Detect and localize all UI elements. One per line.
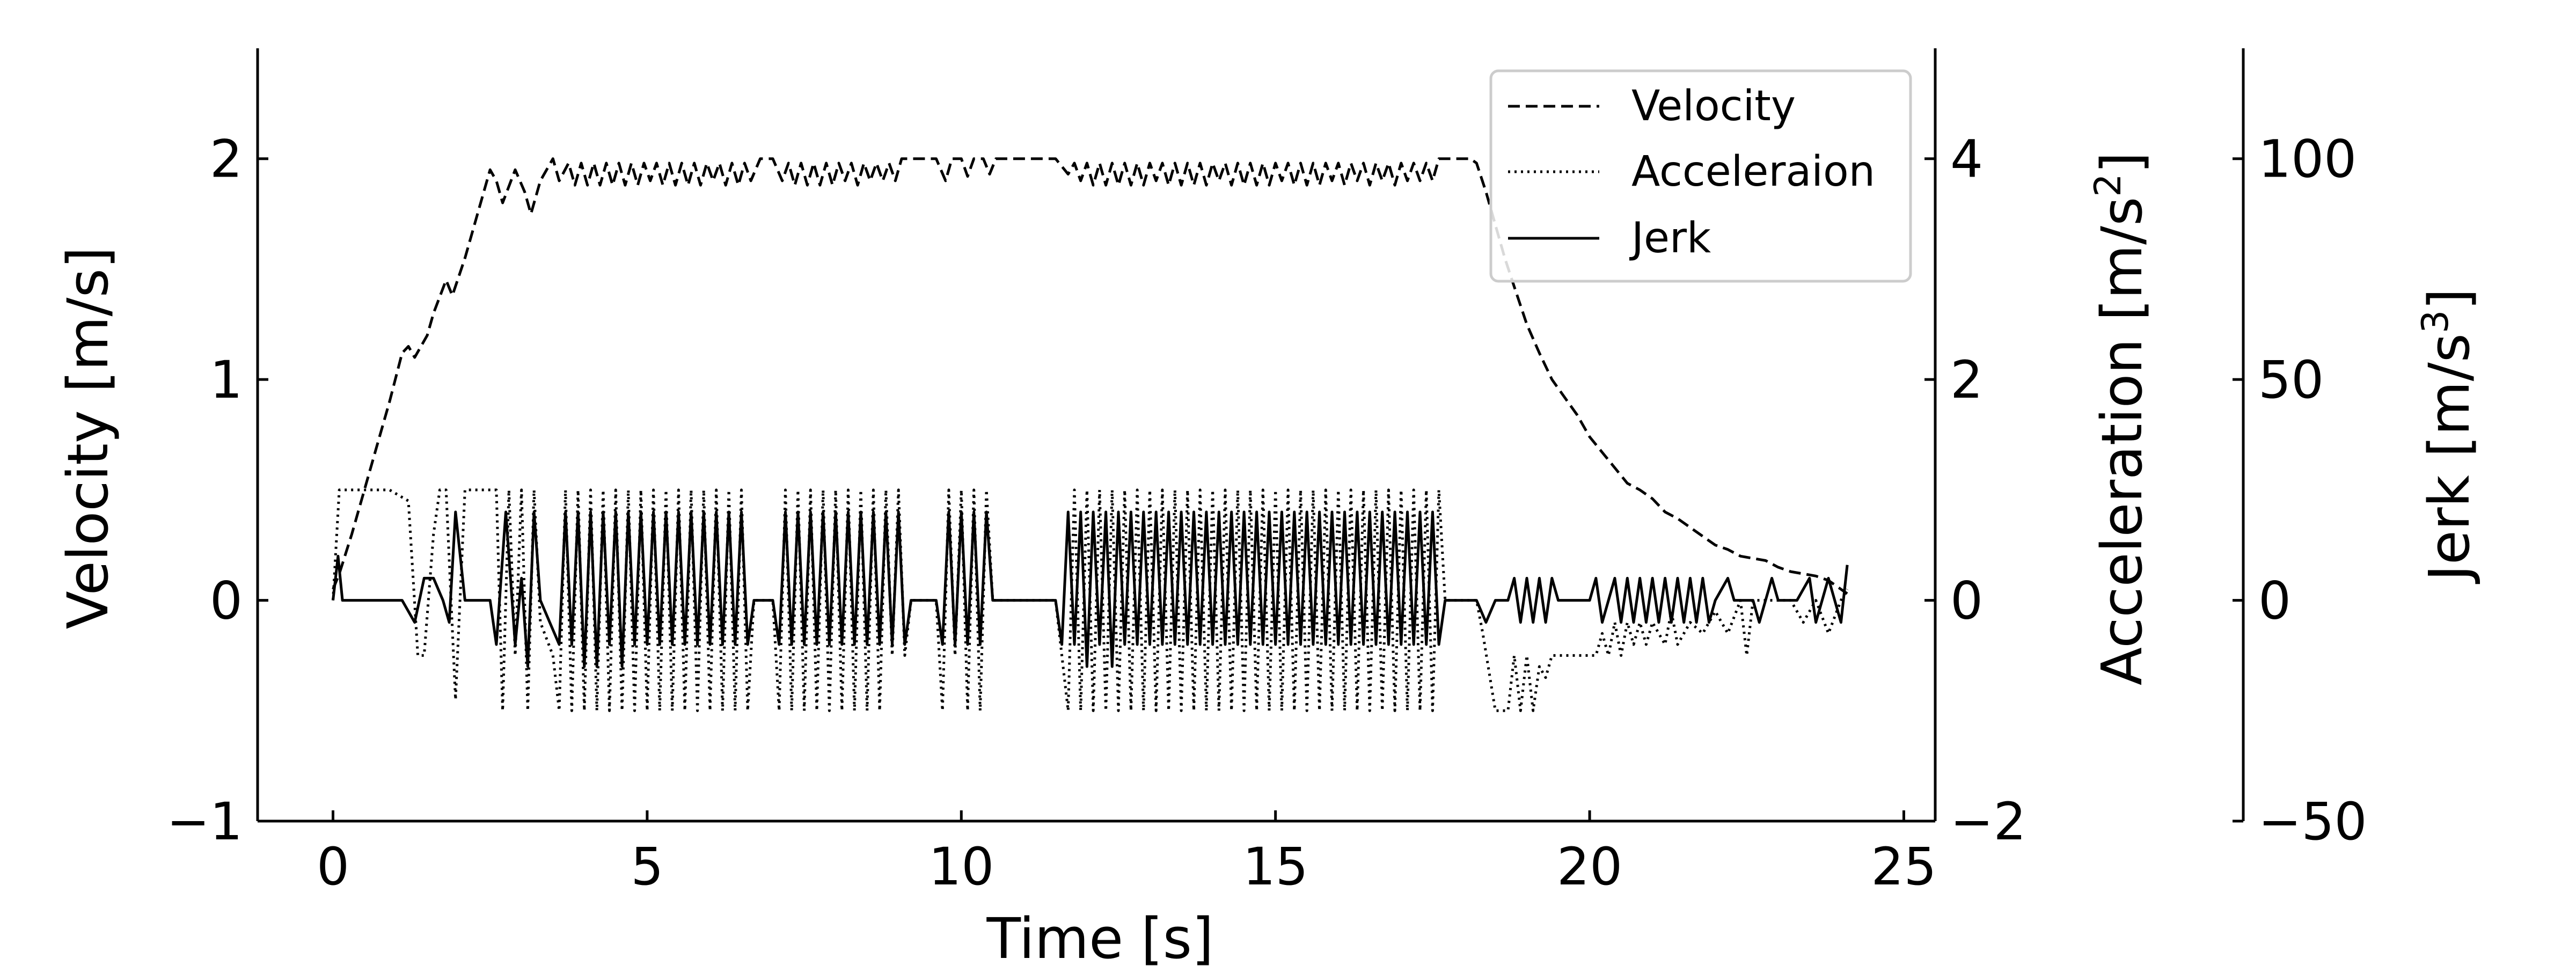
jerk-tick-label: 50 bbox=[2258, 350, 2324, 410]
acceleration-label-sup: 2 bbox=[2087, 173, 2129, 196]
x-tick-label: 25 bbox=[1871, 837, 1936, 897]
velocity-tick-label: −1 bbox=[166, 792, 243, 852]
legend-box bbox=[1489, 69, 1912, 283]
acceleration-label-main: Acceleration [m/s bbox=[2089, 197, 2155, 685]
series-layer bbox=[332, 157, 1849, 712]
legend-label-jerk: Jerk bbox=[1629, 214, 1711, 262]
jerk-label-end: ] bbox=[2417, 288, 2482, 310]
jerk-tick-label: 0 bbox=[2258, 571, 2291, 631]
series-line-velocity bbox=[332, 157, 1848, 595]
x-tick-label: 5 bbox=[631, 837, 663, 897]
velocity-tick-label: 0 bbox=[210, 571, 243, 631]
x-tick-label: 10 bbox=[928, 837, 994, 897]
acceleration-tick-label: −2 bbox=[1950, 792, 2026, 852]
acceleration-tick-label: 4 bbox=[1950, 129, 1983, 189]
x-tick-label: 0 bbox=[317, 837, 349, 897]
series-line-jerk bbox=[332, 510, 1849, 668]
jerk-label-main: Jerk [m/s bbox=[2417, 333, 2482, 584]
velocity-tick-label: 1 bbox=[210, 350, 243, 410]
axes-layer: 0 5 10 15 20 25 −1 0 1 2 −2 0 2 4 −50 0 50 100 bbox=[166, 48, 2367, 897]
jerk-tick-label: 100 bbox=[2258, 129, 2357, 189]
acceleration-axis-label: Acceleration [m/s2] bbox=[2087, 152, 2155, 685]
jerk-tick-label: −50 bbox=[2258, 792, 2367, 852]
velocity-tick-label: 2 bbox=[210, 129, 243, 189]
jerk-label-sup: 3 bbox=[2414, 310, 2457, 333]
velocity-axis-label: Velocity [m/s] bbox=[55, 247, 121, 630]
x-tick-label: 20 bbox=[1557, 837, 1622, 897]
legend: Velocity Acceleraion Jerk bbox=[1489, 69, 1912, 283]
acceleration-label-end: ] bbox=[2089, 152, 2155, 174]
legend-label-acceleration: Acceleraion bbox=[1631, 148, 1875, 196]
acceleration-tick-label: 2 bbox=[1950, 350, 1983, 410]
x-tick-label: 15 bbox=[1243, 837, 1308, 897]
x-axis-label: Time [s] bbox=[986, 906, 1214, 966]
legend-label-velocity: Velocity bbox=[1631, 82, 1796, 130]
jerk-axis-label: Jerk [m/s3] bbox=[2414, 288, 2483, 584]
acceleration-tick-label: 0 bbox=[1950, 571, 1983, 631]
